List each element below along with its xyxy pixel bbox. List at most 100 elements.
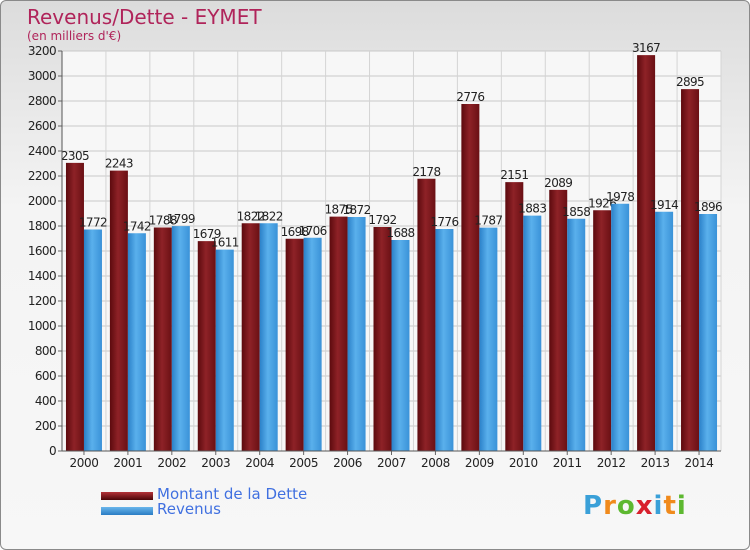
x-tick-label: 2012 <box>597 456 626 470</box>
data-label-revenus: 1914 <box>650 198 678 212</box>
x-tick-label: 2006 <box>333 456 362 470</box>
data-label-dette: 2243 <box>105 157 133 171</box>
bar-revenus <box>567 218 586 451</box>
y-tick-label: 0 <box>49 444 56 458</box>
bar-revenus <box>655 211 674 451</box>
legend-swatch-revenus <box>101 507 153 515</box>
data-label-dette: 1822 <box>237 209 265 223</box>
x-tick-label: 2013 <box>641 456 670 470</box>
logo-letter: x <box>635 491 654 521</box>
x-tick-label: 2011 <box>553 456 582 470</box>
bar-dette <box>65 162 84 451</box>
data-label-revenus: 1978 <box>606 190 634 204</box>
y-tick-label: 1600 <box>28 244 56 258</box>
bar-revenus <box>259 223 278 451</box>
data-label-revenus: 1883 <box>518 202 546 216</box>
bar-revenus <box>391 240 410 451</box>
x-tick-label: 2001 <box>113 456 142 470</box>
data-label-dette: 1698 <box>281 225 309 239</box>
bar-revenus <box>611 203 630 451</box>
x-tick-label: 2007 <box>377 456 406 470</box>
data-label-revenus: 1611 <box>211 236 239 250</box>
x-tick-label: 2010 <box>509 456 538 470</box>
bar-dette <box>109 170 128 451</box>
chart-title: Revenus/Dette - EYMET <box>27 5 262 29</box>
y-tick-label: 2800 <box>28 94 56 108</box>
y-tick-label: 3200 <box>28 44 56 58</box>
logo-letter: o <box>616 491 636 521</box>
y-tick-label: 200 <box>35 419 56 433</box>
logo-letter: i <box>676 491 687 521</box>
bar-dette <box>549 189 568 451</box>
bar-revenus <box>523 215 542 451</box>
x-tick-label: 2005 <box>289 456 318 470</box>
bar-revenus <box>435 229 454 451</box>
bar-dette <box>285 238 304 451</box>
data-label-revenus: 1799 <box>167 212 195 226</box>
y-tick-label: 800 <box>35 344 56 358</box>
data-label-dette: 2178 <box>412 165 440 179</box>
data-label-dette: 1926 <box>588 196 616 210</box>
x-tick-label: 2008 <box>421 456 450 470</box>
x-tick-label: 2004 <box>245 456 274 470</box>
data-label-dette: 1788 <box>149 214 177 228</box>
data-label-revenus: 1776 <box>430 215 458 229</box>
x-tick-label: 2009 <box>465 456 494 470</box>
bar-dette <box>593 210 612 451</box>
logo-letter: P <box>583 491 604 521</box>
y-tick-label: 3000 <box>28 69 56 83</box>
data-label-revenus: 1872 <box>342 203 370 217</box>
data-label-dette: 2895 <box>676 75 704 89</box>
bar-revenus <box>347 217 366 451</box>
data-label-dette: 1679 <box>193 227 221 241</box>
bar-dette <box>417 178 436 451</box>
data-label-dette: 2305 <box>61 149 89 163</box>
y-tick-label: 2200 <box>28 169 56 183</box>
bar-revenus <box>83 229 102 451</box>
legend-label-revenus: Revenus <box>157 500 221 518</box>
data-label-dette: 1792 <box>368 213 396 227</box>
proxiti-logo: Proxiti <box>583 491 687 521</box>
bar-dette <box>197 241 216 451</box>
data-label-revenus: 1772 <box>79 216 107 230</box>
y-tick-label: 600 <box>35 369 56 383</box>
data-label-dette: 2151 <box>500 168 528 182</box>
y-tick-label: 2600 <box>28 119 56 133</box>
bar-dette <box>373 227 392 451</box>
y-tick-label: 2400 <box>28 144 56 158</box>
logo-letter: r <box>603 491 617 521</box>
x-tick-label: 2000 <box>69 456 98 470</box>
data-label-revenus: 1706 <box>299 224 327 238</box>
y-tick-label: 1000 <box>28 319 56 333</box>
bar-dette <box>241 223 260 451</box>
y-tick-label: 400 <box>35 394 56 408</box>
data-label-revenus: 1896 <box>694 200 722 214</box>
bar-revenus <box>215 249 234 451</box>
legend-swatch-dette <box>101 492 153 500</box>
y-tick-label: 1400 <box>28 269 56 283</box>
bar-dette <box>681 89 700 451</box>
data-label-revenus: 1787 <box>474 214 502 228</box>
y-tick-label: 1800 <box>28 219 56 233</box>
data-label-revenus: 1742 <box>123 219 151 233</box>
bar-revenus <box>127 233 146 451</box>
y-tick-label: 1200 <box>28 294 56 308</box>
y-tick-label: 2000 <box>28 194 56 208</box>
legend-label-dette: Montant de la Dette <box>157 485 308 503</box>
bar-dette <box>637 55 656 451</box>
chart-subtitle: (en milliers d'€) <box>27 29 122 43</box>
data-label-revenus: 1822 <box>255 209 283 223</box>
data-label-revenus: 1858 <box>562 205 590 219</box>
data-label-dette: 2089 <box>544 176 572 190</box>
bar-dette <box>153 227 172 451</box>
bar-dette <box>461 104 480 451</box>
data-label-dette: 2776 <box>456 90 484 104</box>
data-label-dette: 3167 <box>632 41 660 55</box>
x-tick-label: 2002 <box>157 456 186 470</box>
logo-letter: i <box>653 491 664 521</box>
data-label-dette: 1875 <box>324 203 352 217</box>
bar-revenus <box>303 237 322 451</box>
data-label-revenus: 1688 <box>386 226 414 240</box>
